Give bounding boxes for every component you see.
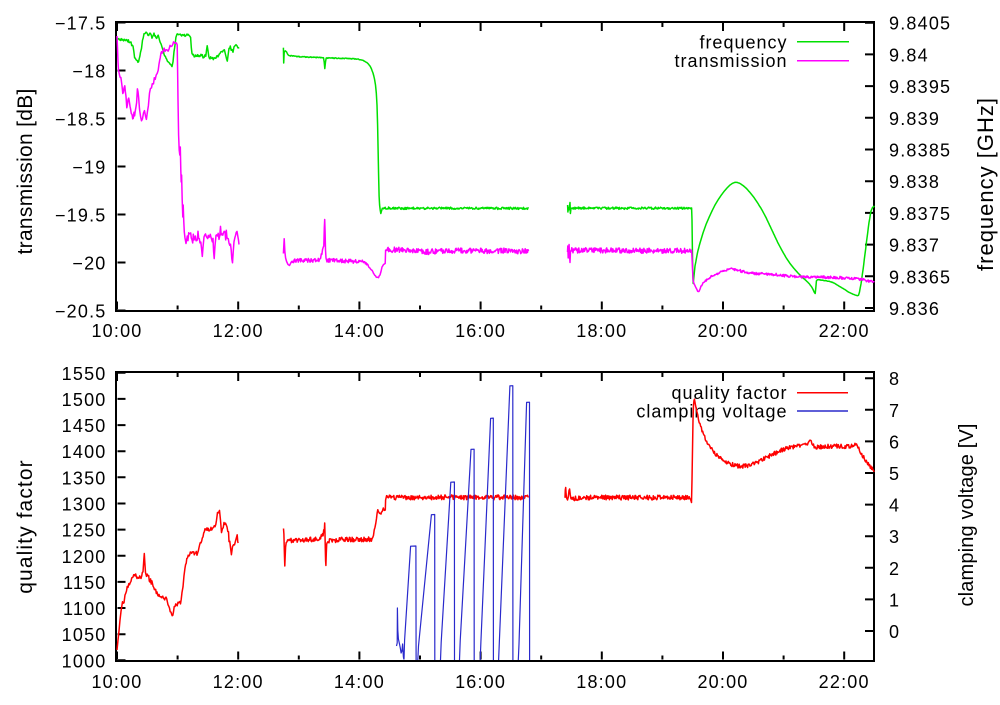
- svg-text:1300: 1300: [62, 495, 107, 515]
- svg-text:−19: −19: [72, 158, 106, 178]
- svg-text:9.838: 9.838: [889, 172, 940, 192]
- svg-text:1550: 1550: [62, 364, 107, 384]
- svg-text:quality factor: quality factor: [14, 459, 37, 593]
- svg-text:9.839: 9.839: [889, 109, 940, 129]
- svg-text:−17.5: −17.5: [55, 14, 107, 34]
- svg-text:10:00: 10:00: [91, 672, 142, 692]
- svg-text:transmission: transmission: [674, 51, 787, 71]
- svg-text:1450: 1450: [62, 416, 107, 436]
- svg-text:16:00: 16:00: [455, 321, 506, 341]
- svg-text:6: 6: [889, 432, 900, 452]
- svg-text:10:00: 10:00: [91, 321, 142, 341]
- svg-text:9.84: 9.84: [889, 45, 929, 65]
- svg-text:1350: 1350: [62, 468, 107, 488]
- svg-text:transmission [dB]: transmission [dB]: [14, 88, 37, 254]
- svg-text:7: 7: [889, 401, 900, 421]
- svg-text:1100: 1100: [63, 599, 107, 619]
- svg-text:1500: 1500: [62, 390, 107, 410]
- svg-text:clamping voltage [V]: clamping voltage [V]: [956, 423, 978, 606]
- svg-text:1250: 1250: [62, 521, 107, 541]
- svg-text:22:00: 22:00: [819, 672, 870, 692]
- svg-text:9.8375: 9.8375: [889, 204, 951, 224]
- svg-text:1150: 1150: [63, 573, 107, 593]
- svg-text:−20: −20: [72, 254, 106, 274]
- svg-text:quality factor: quality factor: [671, 383, 787, 403]
- svg-text:9.8405: 9.8405: [889, 14, 951, 34]
- svg-text:14:00: 14:00: [334, 321, 385, 341]
- svg-text:9.8385: 9.8385: [889, 141, 951, 161]
- svg-text:12:00: 12:00: [213, 672, 264, 692]
- svg-text:clamping voltage: clamping voltage: [636, 401, 787, 421]
- svg-text:2: 2: [889, 559, 900, 579]
- svg-text:1000: 1000: [62, 651, 107, 671]
- svg-text:9.837: 9.837: [889, 236, 940, 256]
- svg-text:22:00: 22:00: [819, 321, 870, 341]
- svg-text:9.8365: 9.8365: [889, 267, 951, 287]
- svg-text:−18.5: −18.5: [55, 110, 107, 130]
- svg-text:14:00: 14:00: [334, 672, 385, 692]
- svg-text:9.8395: 9.8395: [889, 77, 951, 97]
- svg-text:5: 5: [889, 464, 900, 484]
- svg-text:20:00: 20:00: [697, 672, 748, 692]
- svg-text:9.836: 9.836: [889, 299, 940, 319]
- svg-text:frequency: frequency: [699, 32, 787, 52]
- svg-text:1200: 1200: [62, 547, 107, 567]
- svg-text:−19.5: −19.5: [55, 206, 107, 226]
- svg-text:18:00: 18:00: [576, 672, 627, 692]
- svg-text:18:00: 18:00: [576, 321, 627, 341]
- svg-text:3: 3: [889, 527, 900, 547]
- svg-text:12:00: 12:00: [213, 321, 264, 341]
- svg-text:1: 1: [889, 590, 900, 610]
- svg-text:20:00: 20:00: [697, 321, 748, 341]
- svg-text:−20.5: −20.5: [55, 302, 107, 322]
- svg-text:4: 4: [889, 496, 900, 516]
- svg-text:1400: 1400: [62, 442, 107, 462]
- svg-text:0: 0: [889, 622, 900, 642]
- svg-text:1050: 1050: [62, 625, 107, 645]
- svg-text:16:00: 16:00: [455, 672, 506, 692]
- svg-text:frequency [GHz]: frequency [GHz]: [973, 97, 998, 271]
- svg-text:8: 8: [889, 369, 900, 389]
- svg-text:−18: −18: [72, 62, 106, 82]
